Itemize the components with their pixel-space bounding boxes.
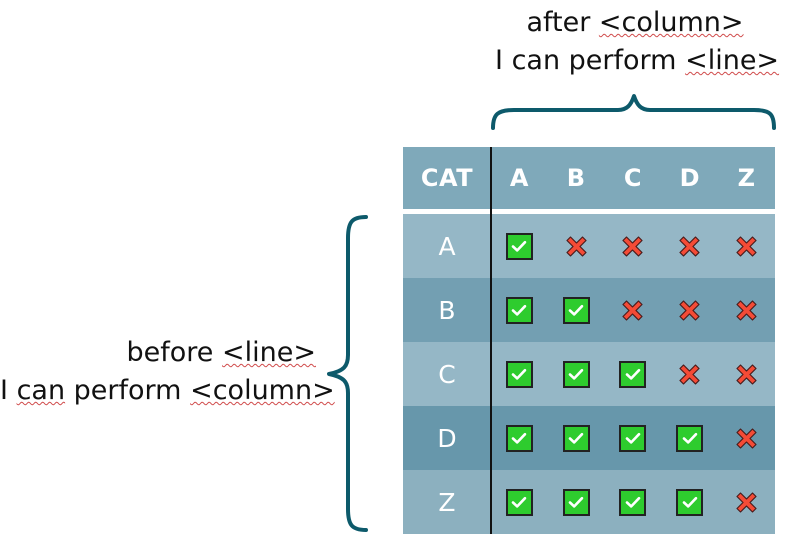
matrix-cell-c-a [491,342,548,406]
cross-icon [675,296,704,325]
matrix-cell-z-z [718,470,775,534]
matrix-column-label: B [566,164,586,192]
left-annotation-text-2: I can perform <column> [0,375,335,406]
cross-icon [618,232,647,261]
matrix-cell-a-c [605,214,662,278]
left-annotation-text-1: before <line> [126,337,316,368]
cross-icon [732,488,761,517]
matrix-cell-d-d [661,406,718,470]
cross-icon [562,232,591,261]
left-brace-icon [327,215,368,532]
matrix-column-header-d: D [661,147,718,209]
matrix-cell-c-d [661,342,718,406]
check-icon [505,488,533,516]
matrix-row-header: B [403,278,491,342]
matrix-row-header: Z [403,470,491,534]
matrix-header-corner: CAT [403,147,491,209]
check-icon [676,424,704,452]
check-icon [562,360,590,388]
top-annotation-line-1: after <column> [495,4,775,42]
matrix-cell-d-b [548,406,605,470]
matrix-cell-c-c [605,342,662,406]
check-icon [505,424,533,452]
matrix-cell-a-a [491,214,548,278]
matrix-row-header: C [403,342,491,406]
top-annotation: after <column> I can perform <line> [495,4,779,80]
cross-icon [732,424,761,453]
matrix-cell-c-z [718,342,775,406]
matrix-row-b: B [403,278,775,342]
matrix-row-c: C [403,342,775,406]
cross-icon [732,232,761,261]
left-annotation: before <line> I can perform <column> [0,334,335,410]
matrix-cell-d-z [718,406,775,470]
matrix-row-label: Z [438,487,456,517]
matrix-cell-b-z [718,278,775,342]
matrix-column-header-b: B [548,147,605,209]
matrix-column-label: Z [737,164,756,192]
cross-icon [732,360,761,389]
matrix-cell-b-a [491,278,548,342]
cross-icon [732,296,761,325]
matrix-column-label: C [623,164,643,192]
matrix-column-label: D [679,164,700,192]
matrix-header-separator [403,209,775,214]
matrix-cell-c-b [548,342,605,406]
matrix-row-label: A [438,231,456,261]
matrix-cell-a-z [718,214,775,278]
check-icon [562,296,590,324]
permission-matrix: CAT A B C D Z A B [403,147,775,534]
matrix-column-header-a: A [491,147,548,209]
matrix-row-label: B [438,295,456,325]
matrix-cell-z-a [491,470,548,534]
check-icon [505,360,533,388]
top-annotation-line-2: I can perform <line> [495,42,779,80]
left-annotation-line-2: I can perform <column> [0,372,335,410]
matrix-cell-b-c [605,278,662,342]
top-annotation-text-1: after <column> [526,7,744,38]
matrix-column-label: A [509,164,529,192]
matrix-cell-d-a [491,406,548,470]
matrix-cell-z-b [548,470,605,534]
top-annotation-text-2: I can perform <line> [495,45,780,76]
matrix-header-row: CAT A B C D Z [403,147,775,209]
cross-icon [675,360,704,389]
check-icon [505,232,533,260]
left-annotation-line-1: before <line> [0,334,316,372]
cross-icon [618,296,647,325]
check-icon [619,488,647,516]
matrix-cell-a-d [661,214,718,278]
matrix-row-z: Z [403,470,775,534]
matrix-row-d: D [403,406,775,470]
matrix-cell-a-b [548,214,605,278]
matrix-corner-label: CAT [420,164,474,192]
check-icon [619,360,647,388]
matrix-cell-z-c [605,470,662,534]
matrix-cell-z-d [661,470,718,534]
check-icon [676,488,704,516]
matrix-cell-b-d [661,278,718,342]
matrix-row-header: D [403,406,491,470]
matrix-column-header-c: C [605,147,662,209]
matrix-row-label: C [438,359,456,389]
check-icon [505,296,533,324]
matrix-row-header: A [403,214,491,278]
top-brace-icon [491,94,776,130]
check-icon [562,424,590,452]
matrix-row-label: D [437,423,457,453]
matrix-cell-d-c [605,406,662,470]
matrix-vertical-divider [490,147,492,534]
cross-icon [675,232,704,261]
matrix-column-header-z: Z [718,147,775,209]
check-icon [619,424,647,452]
check-icon [562,488,590,516]
matrix-cell-b-b [548,278,605,342]
matrix-row-a: A [403,214,775,278]
